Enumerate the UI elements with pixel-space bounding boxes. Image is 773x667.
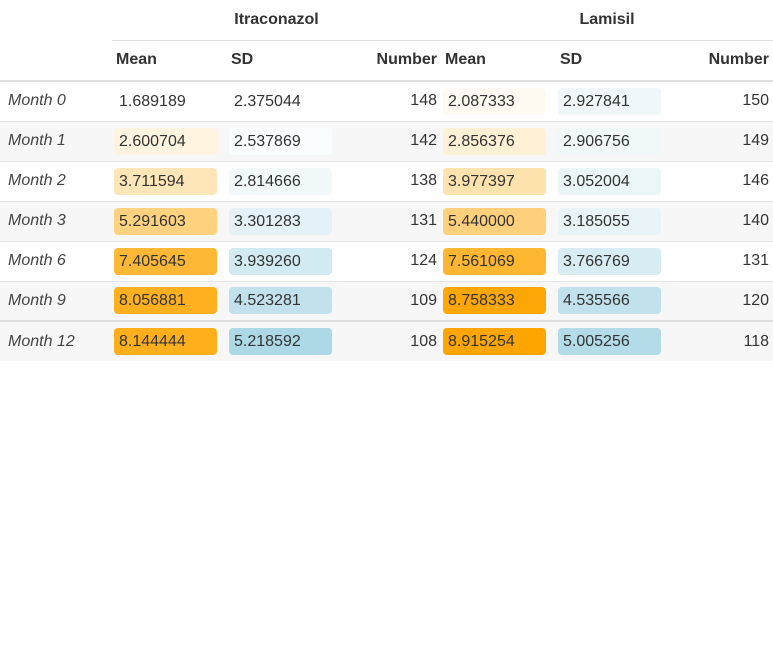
row-label: Month 12	[0, 320, 112, 361]
table-row: Month 3 5.291603 3.301283 131 5.440000 3…	[0, 201, 773, 242]
table-row: Month 9 8.056881 4.523281 109 8.758333 4…	[0, 281, 773, 322]
stub-column-header	[0, 40, 112, 82]
lam-sd-cell: 2.927841	[558, 87, 661, 115]
itr-mean-cell: 8.144444	[114, 328, 217, 355]
table-row: Month 0 1.689189 2.375044 148 2.087333 2…	[0, 81, 773, 122]
lam-mean-cell: 8.915254	[443, 328, 546, 355]
table-row: Month 12 8.144444 5.218592 108 8.915254 …	[0, 320, 773, 361]
col-header-itr-sd: SD	[227, 40, 344, 82]
lam-number-cell: 118	[673, 320, 773, 361]
results-table: Itraconazol Lamisil Mean SD Number Mean …	[0, 0, 773, 361]
itr-sd-cell: 2.537869	[229, 127, 332, 155]
lam-mean-cell: 7.561069	[443, 247, 546, 275]
stub-header	[0, 0, 112, 40]
col-header-lam-sd: SD	[556, 40, 673, 82]
row-label: Month 2	[0, 161, 112, 202]
lam-number-cell: 131	[673, 241, 773, 282]
itr-mean-cell: 3.711594	[114, 167, 217, 195]
lam-sd-cell: 2.906756	[558, 127, 661, 155]
row-label: Month 9	[0, 281, 112, 322]
itr-sd-cell: 2.814666	[229, 167, 332, 195]
row-label: Month 6	[0, 241, 112, 282]
itr-mean-cell: 5.291603	[114, 207, 217, 235]
lam-mean-cell: 3.977397	[443, 167, 546, 195]
col-header-itr-mean: Mean	[112, 40, 227, 82]
itr-number-cell: 138	[344, 161, 441, 202]
col-header-lam-number: Number	[673, 40, 773, 82]
table-row: Month 2 3.711594 2.814666 138 3.977397 3…	[0, 161, 773, 202]
itr-sd-cell: 5.218592	[229, 328, 332, 355]
lam-sd-cell: 4.535566	[558, 287, 661, 315]
group-header-itraconazol: Itraconazol	[112, 0, 441, 41]
lam-number-cell: 150	[673, 81, 773, 122]
itr-mean-cell: 2.600704	[114, 127, 217, 155]
table-body: Month 0 1.689189 2.375044 148 2.087333 2…	[0, 81, 773, 361]
column-header-row: Mean SD Number Mean SD Number	[0, 40, 773, 82]
col-header-lam-mean: Mean	[441, 40, 556, 82]
row-label: Month 3	[0, 201, 112, 242]
lam-mean-cell: 2.087333	[443, 87, 546, 115]
table-row: Month 6 7.405645 3.939260 124 7.561069 3…	[0, 241, 773, 282]
lam-mean-cell: 5.440000	[443, 207, 546, 235]
group-header-lamisil: Lamisil	[441, 0, 773, 41]
itr-sd-cell: 3.939260	[229, 247, 332, 275]
lam-sd-cell: 5.005256	[558, 328, 661, 355]
col-header-itr-number: Number	[344, 40, 441, 82]
itr-sd-cell: 4.523281	[229, 287, 332, 315]
itr-number-cell: 108	[344, 320, 441, 361]
itr-mean-cell: 1.689189	[114, 87, 217, 115]
row-label: Month 0	[0, 81, 112, 122]
itr-sd-cell: 3.301283	[229, 207, 332, 235]
row-label: Month 1	[0, 121, 112, 162]
lam-number-cell: 149	[673, 121, 773, 162]
lam-mean-cell: 8.758333	[443, 287, 546, 315]
itr-sd-cell: 2.375044	[229, 87, 332, 115]
itr-mean-cell: 7.405645	[114, 247, 217, 275]
lam-sd-cell: 3.766769	[558, 247, 661, 275]
itr-number-cell: 109	[344, 281, 441, 322]
lam-sd-cell: 3.185055	[558, 207, 661, 235]
itr-number-cell: 124	[344, 241, 441, 282]
lam-number-cell: 146	[673, 161, 773, 202]
lam-mean-cell: 2.856376	[443, 127, 546, 155]
itr-number-cell: 142	[344, 121, 441, 162]
lam-number-cell: 140	[673, 201, 773, 242]
lam-number-cell: 120	[673, 281, 773, 322]
group-header-row: Itraconazol Lamisil	[0, 0, 773, 41]
table-row: Month 1 2.600704 2.537869 142 2.856376 2…	[0, 121, 773, 162]
lam-sd-cell: 3.052004	[558, 167, 661, 195]
itr-mean-cell: 8.056881	[114, 287, 217, 315]
itr-number-cell: 131	[344, 201, 441, 242]
itr-number-cell: 148	[344, 81, 441, 122]
